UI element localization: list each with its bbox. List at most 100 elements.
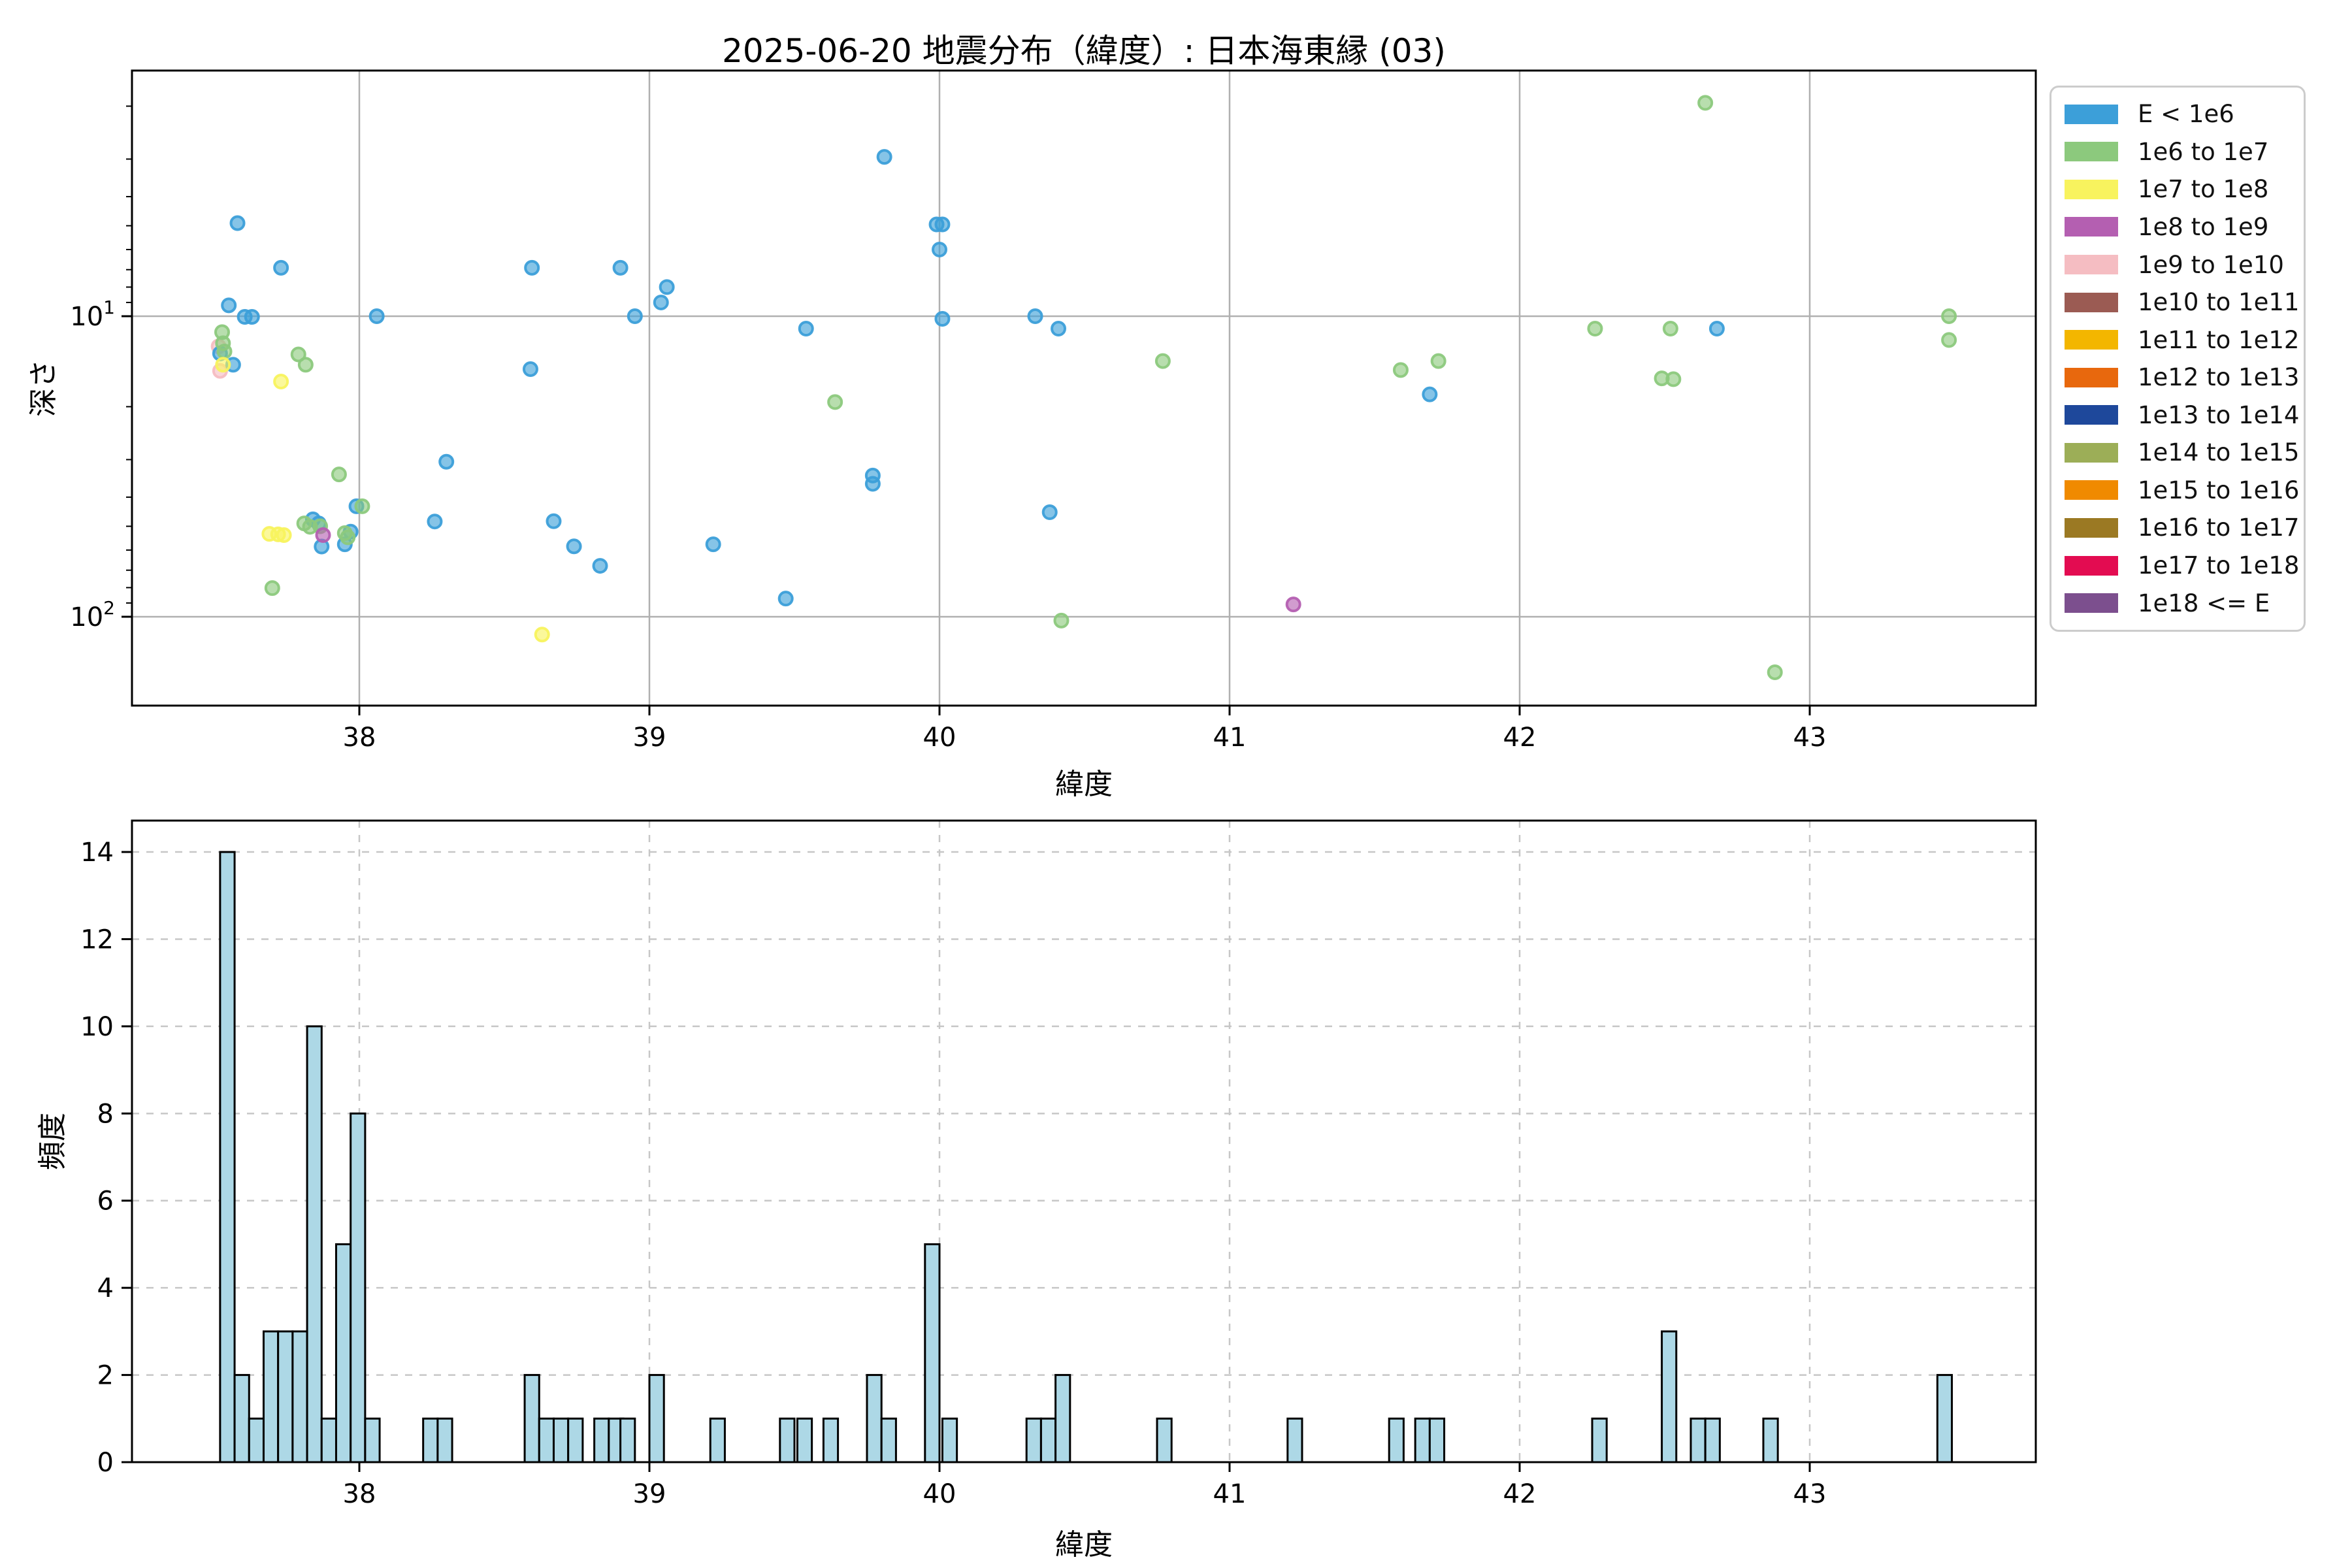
scatter-point xyxy=(659,279,675,295)
histogram-bar xyxy=(1156,1417,1173,1463)
histogram-bar xyxy=(291,1330,308,1463)
legend-item-label: 1e10 to 1e11 xyxy=(2138,288,2300,317)
legend-item-label: 1e16 to 1e17 xyxy=(2138,514,2300,542)
legend-item-label: 1e17 to 1e18 xyxy=(2138,551,2300,580)
legend-item: E < 1e6 xyxy=(2051,96,2304,133)
scatter-point xyxy=(524,259,540,276)
legend-item: 1e8 to 1e9 xyxy=(2051,208,2304,245)
histogram-bar xyxy=(1025,1417,1042,1463)
histogram-bar xyxy=(1704,1417,1721,1463)
scatter-point xyxy=(627,308,643,324)
histogram-bar xyxy=(219,851,236,1463)
scatter-point xyxy=(216,343,233,359)
scatter-point xyxy=(244,308,260,325)
histogram-plot-area: 38 39 40 41 42 43 0 2 4 6 8 10 12 14 xyxy=(80,819,2037,1509)
histogram-x-axis-label: 緯度 xyxy=(1055,1528,1113,1561)
scatter-point xyxy=(1697,95,1714,111)
scatter-y-tick-label: 101 xyxy=(70,297,115,332)
histogram-bar xyxy=(941,1417,958,1463)
histogram-bar xyxy=(233,1374,250,1463)
scatter-y-axis-label: 深さ xyxy=(27,359,60,417)
histogram-bar xyxy=(350,1112,367,1463)
legend-item: 1e6 to 1e7 xyxy=(2051,133,2304,170)
histogram-y-tick-label: 2 xyxy=(97,1361,114,1391)
scatter-point xyxy=(290,346,306,363)
scatter-point xyxy=(331,466,347,483)
scatter-point xyxy=(1708,321,1725,337)
scatter-point xyxy=(522,361,538,378)
histogram-x-tick-label: 39 xyxy=(633,1479,666,1509)
histogram-y-tick-label: 6 xyxy=(97,1186,114,1217)
scatter-point xyxy=(1422,386,1438,402)
histogram-x-tick-label: 38 xyxy=(343,1479,376,1509)
scatter-point xyxy=(368,308,385,324)
legend-item: 1e7 to 1e8 xyxy=(2051,171,2304,208)
scatter-point xyxy=(546,513,562,529)
scatter-plot-area: 38 39 40 41 42 43 101 102 xyxy=(70,69,2037,753)
histogram-y-tick-label: 10 xyxy=(80,1012,114,1042)
histogram-y-tick-label: 0 xyxy=(97,1448,114,1478)
scatter-point xyxy=(1051,321,1067,337)
legend-item-label: 1e7 to 1e8 xyxy=(2138,175,2269,204)
histogram-y-tick-label: 4 xyxy=(97,1273,114,1303)
scatter-point xyxy=(273,259,289,276)
scatter-point xyxy=(1941,332,1957,348)
legend-item: 1e16 to 1e17 xyxy=(2051,510,2304,546)
histogram-bar xyxy=(1661,1330,1678,1463)
scatter-point xyxy=(438,453,455,470)
scatter-point xyxy=(229,215,246,231)
scatter-point xyxy=(1941,308,1957,324)
histogram-x-tick-label: 40 xyxy=(923,1479,956,1509)
histogram-bar xyxy=(262,1330,280,1463)
legend-item-label: 1e6 to 1e7 xyxy=(2138,137,2269,166)
scatter-point xyxy=(798,321,814,337)
scatter-x-tick-label: 39 xyxy=(633,723,666,753)
histogram-bar xyxy=(422,1417,439,1463)
legend-item-label: 1e14 to 1e15 xyxy=(2138,438,2300,467)
histogram-bar xyxy=(709,1417,726,1463)
legend-swatch xyxy=(2065,367,2118,387)
legend-item: 1e10 to 1e11 xyxy=(2051,284,2304,321)
histogram-bar xyxy=(796,1417,813,1463)
histogram-y-tick-label: 8 xyxy=(97,1099,114,1129)
scatter-point xyxy=(934,310,951,327)
legend-item-label: E < 1e6 xyxy=(2138,100,2234,129)
scatter-x-axis-label: 緯度 xyxy=(1055,768,1113,801)
legend-swatch xyxy=(2065,405,2118,425)
scatter-point xyxy=(1285,596,1301,613)
scatter-point xyxy=(592,558,608,574)
scatter-point xyxy=(215,357,231,373)
histogram-bar xyxy=(1762,1417,1779,1463)
histogram-bar xyxy=(248,1417,265,1463)
scatter-x-tick-label: 42 xyxy=(1503,723,1537,753)
histogram-bar xyxy=(822,1417,840,1463)
scatter-point xyxy=(1430,353,1446,369)
legend-swatch xyxy=(2065,480,2118,500)
histogram-bar xyxy=(1414,1417,1431,1463)
legend-item-label: 1e12 to 1e13 xyxy=(2138,363,2300,392)
scatter-point xyxy=(932,241,947,257)
legend-item: 1e14 to 1e15 xyxy=(2051,434,2304,471)
legend-item: 1e17 to 1e18 xyxy=(2051,547,2304,584)
histogram-bar xyxy=(1428,1417,1446,1463)
legend-swatch xyxy=(2065,517,2118,538)
legend: E < 1e6 1e6 to 1e7 1e7 to 1e8 1e8 to 1e9 1e9… xyxy=(2050,86,2306,632)
scatter-point xyxy=(1665,371,1682,387)
histogram-y-axis-label: 頻度 xyxy=(36,1113,69,1170)
histogram-bar xyxy=(436,1417,453,1463)
histogram-x-tick-label: 42 xyxy=(1503,1479,1537,1509)
legend-swatch xyxy=(2065,104,2118,124)
scatter-x-tick-label: 41 xyxy=(1213,723,1247,753)
legend-swatch xyxy=(2065,330,2118,350)
legend-item: 1e15 to 1e16 xyxy=(2051,472,2304,508)
histogram-x-tick-label: 43 xyxy=(1793,1479,1827,1509)
histogram-bar xyxy=(567,1417,584,1463)
scatter-point xyxy=(1587,321,1603,337)
histogram-bar xyxy=(1054,1374,1071,1463)
scatter-x-tick-label: 38 xyxy=(343,723,376,753)
histogram-x-tick-label: 41 xyxy=(1213,1479,1247,1509)
scatter-point xyxy=(876,149,892,165)
legend-item-label: 1e18 <= E xyxy=(2138,589,2270,617)
legend-item-label: 1e13 to 1e14 xyxy=(2138,400,2300,429)
